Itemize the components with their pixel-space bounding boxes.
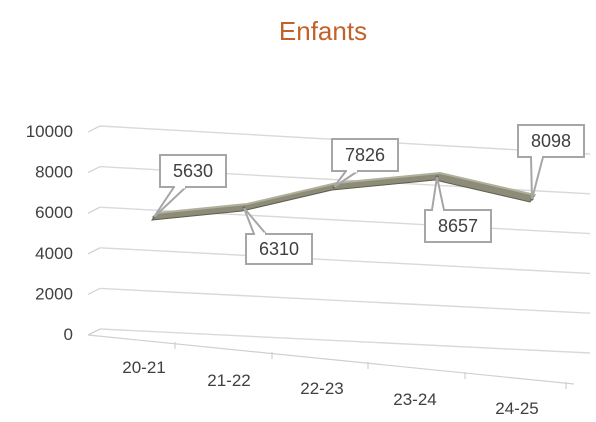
y-tick-mark-4000 [87,247,101,255]
x-tick-label: 23-24 [393,390,436,409]
y-tick-mark-6000 [87,206,101,214]
callout-box [424,209,492,243]
data-label: 5630 [173,161,213,181]
x-tick-label: 22-23 [300,379,343,398]
gridline-0 [99,328,591,354]
y-tick-label: 6000 [35,203,73,222]
data-label: 8657 [438,216,478,236]
callout-box [159,154,227,188]
data-label-callout: 6310 [243,207,313,265]
y-tick-label: 8000 [35,163,73,182]
data-labels: 5630 6310 7826 8657 8098 [153,124,585,265]
x-tick-label: 24-25 [495,399,538,417]
data-label-callout: 8657 [424,176,492,243]
x-tick-label: 20-21 [122,358,165,377]
callout-box [245,233,313,265]
y-tick-mark-8000 [87,166,101,174]
data-label-callout: 5630 [153,154,227,218]
floor-front-edge [87,334,575,385]
callout-pointer [529,156,545,200]
y-axis-tick-labels: 0 2000 4000 6000 8000 10000 [26,122,73,344]
callout-box [517,124,585,158]
gridline-4000 [99,247,591,275]
data-label: 8098 [531,131,571,151]
y-tick-mark-2000 [87,287,101,295]
x-tick-label: 21-22 [207,371,250,390]
floor-left-edge [87,328,101,336]
y-tick-label: 4000 [35,244,73,263]
y-tick-label: 10000 [26,122,73,141]
callout-pointer [243,207,269,235]
data-label-callout: 7826 [331,138,399,188]
chart-title: Enfants [279,16,367,46]
gridline-2000 [99,287,591,314]
y-tick-label: 2000 [35,284,73,303]
x-axis-tick-labels: 20-21 21-22 22-23 23-24 24-25 [122,342,567,418]
data-label-callout: 8098 [517,124,585,200]
y-tick-mark-10000 [87,125,101,133]
callout-box [331,138,399,172]
data-label: 6310 [259,239,299,259]
y-tick-label: 0 [64,325,73,344]
data-label: 7826 [345,145,385,165]
